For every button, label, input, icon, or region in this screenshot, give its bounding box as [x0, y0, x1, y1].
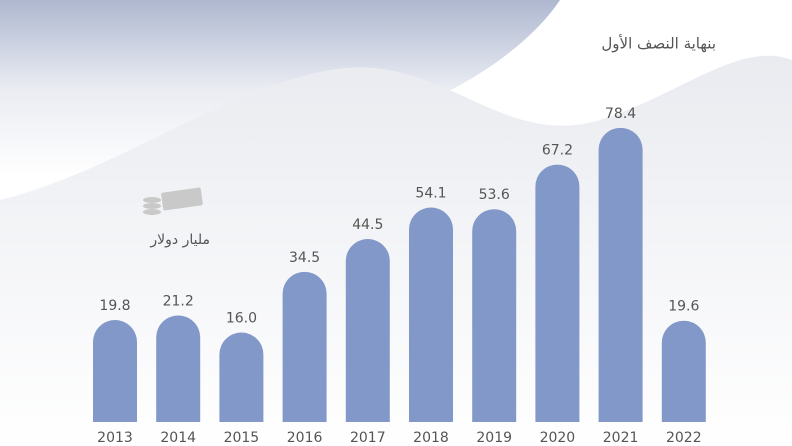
- x-tick-label: 2013: [97, 430, 133, 446]
- x-tick-label: 2014: [160, 430, 196, 446]
- x-tick-label: 2015: [224, 430, 260, 446]
- bar: [282, 271, 327, 422]
- subtitle: بنهاية النصف الأول: [601, 34, 716, 53]
- value-label: 21.2: [163, 293, 194, 309]
- bar: [156, 315, 201, 422]
- value-label: 53.6: [479, 187, 510, 203]
- money-icon: [143, 187, 203, 215]
- value-label: 34.5: [289, 250, 320, 266]
- bar: [472, 209, 517, 422]
- value-label: 16.0: [226, 311, 257, 327]
- bar: [661, 320, 706, 422]
- unit-label: مليار دولار: [149, 232, 210, 248]
- x-tick-label: 2021: [603, 430, 639, 446]
- bar: [598, 127, 643, 422]
- x-tick-label: 2018: [413, 430, 449, 446]
- x-tick-label: 2020: [540, 430, 576, 446]
- value-label: 67.2: [542, 143, 573, 159]
- bar: [219, 332, 264, 422]
- x-tick-label: 2019: [476, 430, 512, 446]
- value-label: 19.6: [668, 299, 699, 315]
- x-tick-label: 2017: [350, 430, 386, 446]
- value-label: 54.1: [415, 186, 446, 202]
- bar: [535, 164, 580, 422]
- value-label: 19.8: [99, 298, 130, 314]
- x-tick-label: 2016: [287, 430, 323, 446]
- bar: [345, 239, 390, 422]
- bar: [93, 320, 137, 422]
- x-tick-label: 2022: [666, 430, 702, 446]
- bar: [409, 207, 453, 422]
- value-label: 44.5: [352, 217, 383, 233]
- value-label: 78.4: [605, 106, 636, 122]
